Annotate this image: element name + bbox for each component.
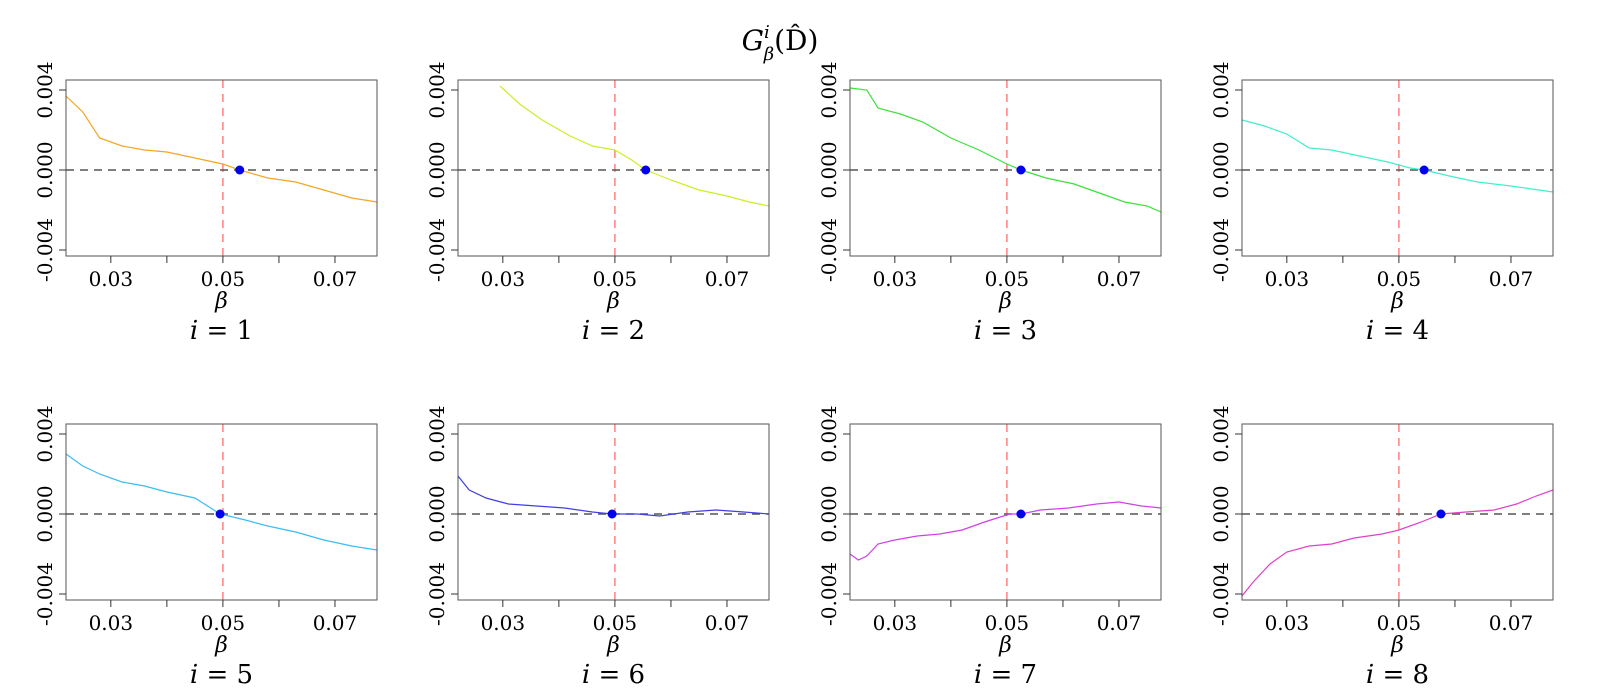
panel-caption: i = 1 [190,316,253,346]
panel-8: 0.03 0.05 0.07 -0.004 0.000 0.004 βi = 8 [1209,405,1554,690]
x-tick-label: 0.05 [593,611,638,635]
x-axis-label: β [606,633,620,658]
root-marker [607,509,617,519]
y-tick-label: 0.000 [425,141,449,198]
root-marker [1016,165,1026,175]
plot-frame [65,79,378,257]
series-line [66,453,377,551]
panel-1: 0.03 0.05 0.07 -0.004 0.000 0.004 βi = 1 [33,61,378,346]
x-axis-label: β [606,289,620,314]
x-tick-label: 0.05 [985,267,1030,291]
y-tick-label: 0.004 [33,61,57,118]
x-axis-label: β [998,289,1012,314]
root-marker [1016,509,1026,519]
y-tick-label: -0.004 [1209,562,1233,626]
x-tick-label: 0.07 [1489,267,1534,291]
root-marker [1436,509,1446,519]
x-tick-label: 0.03 [89,611,134,635]
y-tick-label: 0.000 [425,485,449,542]
x-tick-label: 0.07 [1489,611,1534,635]
plot-frame [1241,423,1554,601]
panel-caption: i = 2 [582,316,645,346]
x-tick-label: 0.03 [481,611,526,635]
panel-7: 0.03 0.05 0.07 -0.004 0.000 0.004 βi = 7 [817,405,1162,690]
y-tick-label: -0.004 [817,562,841,626]
plot-frame [457,423,770,601]
plot-frame [65,423,378,601]
series-line [66,95,377,203]
x-axis-label: β [214,289,228,314]
panel-4: 0.03 0.05 0.07 -0.004 0.000 0.004 βi = 4 [1209,61,1554,346]
x-tick-label: 0.05 [593,267,638,291]
root-marker [1419,165,1429,175]
plot-frame [1241,79,1554,257]
y-tick-label: 0.000 [1209,141,1233,198]
y-tick-label: 0.000 [817,485,841,542]
y-tick-label: 0.004 [817,405,841,462]
y-tick-label: 0.000 [33,141,57,198]
plot-frame [849,423,1162,601]
y-tick-label: -0.004 [817,218,841,282]
x-axis-label: β [1390,633,1404,658]
x-tick-label: 0.07 [705,267,750,291]
x-axis-label: β [214,633,228,658]
x-tick-label: 0.05 [1377,611,1422,635]
root-marker [235,165,245,175]
x-axis-label: β [998,633,1012,658]
x-tick-label: 0.03 [873,267,918,291]
x-tick-label: 0.05 [1377,267,1422,291]
panel-3: 0.03 0.05 0.07 -0.004 0.000 0.004 βi = 3 [817,61,1162,346]
y-tick-label: 0.004 [817,61,841,118]
panel-caption: i = 8 [1366,660,1429,690]
series-line [850,87,1161,213]
series-line [1242,119,1553,193]
x-tick-label: 0.05 [985,611,1030,635]
x-axis-label: β [1390,289,1404,314]
y-tick-label: 0.000 [1209,485,1233,542]
y-tick-label: 0.000 [33,485,57,542]
x-tick-label: 0.03 [481,267,526,291]
x-tick-label: 0.07 [313,267,358,291]
panel-6: 0.03 0.05 0.07 -0.004 0.000 0.004 βi = 6 [425,405,770,690]
panel-caption: i = 3 [974,316,1037,346]
y-tick-label: -0.004 [1209,218,1233,282]
y-tick-label: 0.004 [425,61,449,118]
panel-caption: i = 7 [974,660,1037,690]
x-tick-label: 0.03 [1265,611,1310,635]
x-tick-label: 0.03 [873,611,918,635]
x-tick-label: 0.07 [705,611,750,635]
y-tick-label: 0.000 [817,141,841,198]
y-tick-label: -0.004 [33,562,57,626]
series-line [1242,489,1553,597]
y-tick-label: -0.004 [425,218,449,282]
y-tick-label: 0.004 [425,405,449,462]
x-tick-label: 0.03 [1265,267,1310,291]
series-line [458,475,769,517]
x-tick-label: 0.05 [201,611,246,635]
y-tick-label: 0.004 [1209,405,1233,462]
panel-caption: i = 6 [582,660,645,690]
y-tick-label: 0.004 [1209,61,1233,118]
y-tick-label: 0.004 [33,405,57,462]
plot-frame [457,79,770,257]
x-tick-label: 0.07 [1097,267,1142,291]
panel-5: 0.03 0.05 0.07 -0.004 0.000 0.004 βi = 5 [33,405,378,690]
y-tick-label: -0.004 [425,562,449,626]
figure-title: Gi β(D̂) [742,22,819,65]
x-tick-label: 0.03 [89,267,134,291]
root-marker [215,509,225,519]
series-line [850,501,1161,561]
panel-caption: i = 4 [1366,316,1429,346]
root-marker [641,165,651,175]
y-tick-label: -0.004 [33,218,57,282]
plot-frame [849,79,1162,257]
panel-caption: i = 5 [190,660,253,690]
panel-2: 0.03 0.05 0.07 -0.004 0.000 0.004 βi = 2 [425,61,770,346]
x-tick-label: 0.07 [313,611,358,635]
series-line [499,85,769,207]
x-tick-label: 0.05 [201,267,246,291]
x-tick-label: 0.07 [1097,611,1142,635]
